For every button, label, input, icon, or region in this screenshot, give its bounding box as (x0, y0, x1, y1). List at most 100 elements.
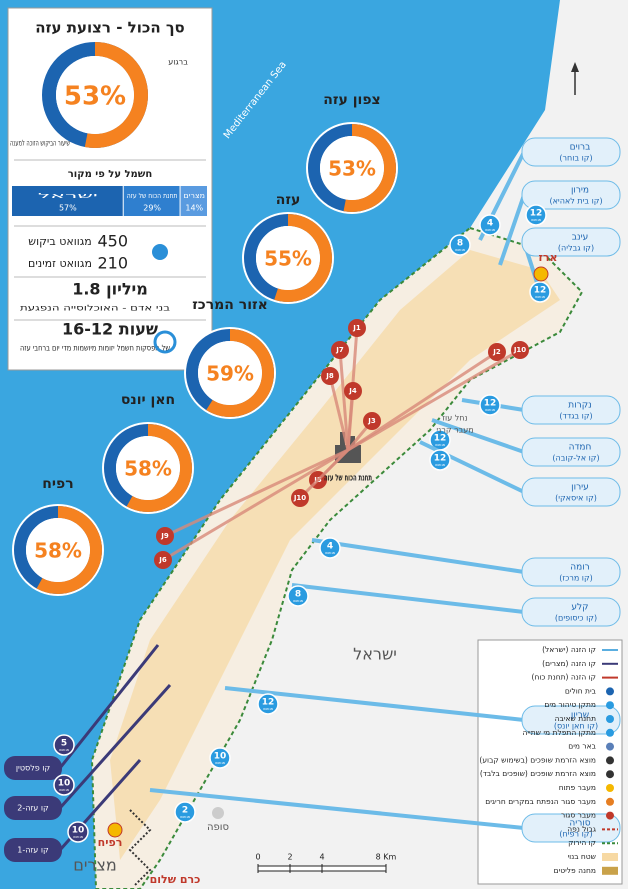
feeder-name: מירון (571, 186, 589, 196)
north-arrow (571, 62, 579, 95)
feeder-line-name: (קו גבליה) (558, 244, 594, 253)
capacity-value: 8 (295, 590, 301, 600)
donut-arc (42, 42, 148, 148)
north-arrow-head (571, 62, 579, 72)
donut-hole (256, 226, 320, 290)
country-label: ישראל (353, 645, 397, 664)
feeder-line-name: (קו כיסופים) (555, 614, 597, 623)
plant-line (328, 375, 350, 451)
egypt-feeder-box (4, 796, 62, 820)
donut-arc (308, 124, 396, 212)
legend-text: באר מים (568, 742, 596, 751)
legend-swatch (606, 797, 614, 806)
bulb-icon (152, 244, 168, 260)
plant-line (162, 448, 349, 562)
capacity-unit: מגוואט (325, 551, 336, 555)
plant-line-label: J4 (348, 387, 357, 395)
crossing-icon (533, 266, 549, 282)
capacity-circle (53, 734, 75, 756)
stat-text: של הפסקות חשמל יזומות מיושמות מדי יום בר… (20, 344, 170, 353)
feeder-name: רומה (570, 563, 590, 573)
egypt-feeder-box (4, 756, 62, 780)
donut-arc (104, 424, 192, 512)
legend-swatch (602, 866, 618, 875)
source-bar (12, 186, 123, 216)
feeder-line-name: (קו מרכז) (559, 574, 593, 583)
capacity-value: 8 (457, 239, 463, 249)
feeder-line-name: (קו בגדד) (559, 412, 592, 421)
donut-label: 58% (34, 539, 82, 563)
legend-swatch (602, 853, 618, 861)
plant-line-circle (488, 343, 506, 361)
capacity-unit: מגוואט (293, 599, 304, 603)
capacity-circle (319, 537, 341, 559)
feeder-box (521, 437, 621, 467)
capacity-circle (67, 821, 89, 843)
legend-text: מחנה פליטים (554, 866, 596, 875)
plant-line-label: J1 (352, 324, 361, 332)
feeder-name: קלע (571, 603, 588, 613)
capacity-value: 12 (434, 454, 447, 464)
feeder-line-name: (קו רפיח) (559, 830, 592, 839)
plant-line-circle (291, 489, 309, 507)
feeder-box (521, 477, 621, 507)
plant-line (338, 349, 350, 451)
stat-value: 1.8 מיליון (72, 280, 148, 299)
donut-label: 53% (64, 82, 126, 112)
donut-hole (26, 518, 90, 582)
capacity-unit: מגוואט (535, 295, 546, 299)
feeder-line-name: (קו אל-קובה) (552, 454, 599, 463)
feeder-box (521, 137, 621, 167)
sources-title: חשמל על פי מקור (68, 169, 152, 180)
feeder-name: נקרות (568, 401, 591, 411)
stat-value: 210 (97, 254, 128, 273)
source-pct: 14% (185, 204, 203, 213)
scale-label: 8 Km (376, 853, 397, 862)
stat-value: 16-12 שעות (62, 320, 158, 339)
summary-title: סך הכול - רצועת עזה (35, 19, 185, 37)
donut-label: 58% (124, 457, 172, 481)
donut-hole (56, 56, 134, 134)
source-name: ישראל (38, 192, 99, 200)
scale-label: 0 (255, 853, 260, 862)
capacity-value: 12 (262, 698, 275, 708)
legend-swatch (606, 701, 614, 710)
plant-line (298, 448, 350, 500)
region-name: צפון עזה (323, 92, 380, 108)
capacity-unit: מגוואט (531, 218, 542, 222)
feeder-box (521, 597, 621, 627)
plant-line-circle (363, 412, 381, 430)
donut-label: 55% (264, 247, 312, 271)
crossing-label: סופה (207, 822, 229, 833)
capacity-value: 12 (534, 286, 547, 296)
capacity-circle (525, 204, 547, 226)
scale-label: 4 (319, 853, 324, 862)
capacity-circle (257, 693, 279, 715)
legend-text: קו הזנה (מצרים) (542, 659, 596, 668)
legend-text: מתקן התפלת מי שתייה (522, 728, 596, 737)
plant-line-circle (511, 341, 529, 359)
capacity-unit: מגוואט (435, 443, 446, 447)
capacity-circle (449, 234, 471, 256)
legend-panel (477, 639, 623, 885)
plant-line-circle (348, 319, 366, 337)
legend-text: מוצא הזרמת שופכים (בשימוש קבוע) (479, 755, 596, 764)
plant-line-label: J7 (335, 346, 344, 354)
donut-hole (198, 341, 262, 405)
capacity-unit: מגוואט (263, 707, 274, 711)
capacity-circle (174, 801, 196, 823)
plant-stack (350, 436, 355, 446)
feeder-name: שריון (571, 711, 589, 721)
legend-swatch (606, 770, 614, 779)
legend-swatch (606, 784, 614, 792)
stat-text: מגוואט ביקוש (28, 235, 91, 248)
plant-line-circle (154, 551, 172, 569)
stat-text: מגוואט זמינים (28, 257, 92, 270)
hatch (128, 809, 152, 886)
capacity-unit: מגוואט (59, 748, 70, 752)
feeder-box (521, 227, 621, 257)
gaza-strip (90, 226, 584, 889)
egypt-feeder-box (4, 838, 62, 862)
feeder-box (521, 705, 621, 735)
